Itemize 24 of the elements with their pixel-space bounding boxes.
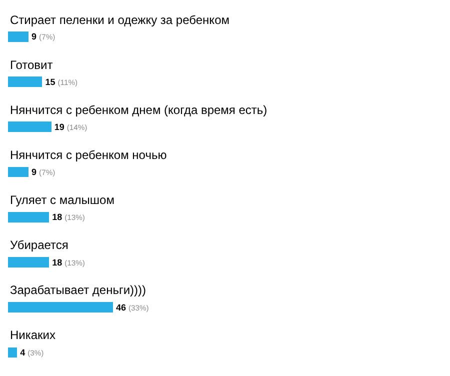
bar <box>8 166 29 178</box>
y-tick-label: Зарабатывает деньги)))) <box>10 283 146 297</box>
data-label: 19 (14%) <box>54 122 88 132</box>
bar <box>8 347 18 358</box>
y-tick-label: Гуляет с малышом <box>10 193 114 207</box>
y-tick-label: Готовит <box>10 58 54 72</box>
bar <box>8 257 50 268</box>
bar <box>8 302 113 312</box>
bar <box>8 31 29 42</box>
y-tick-label: Нянчится с ребенком днем (когда время есть) <box>10 103 268 117</box>
bar <box>8 76 42 87</box>
data-label: 9 (7%) <box>32 32 56 42</box>
y-tick-label: Стирает пеленки и одежку за ребенком <box>10 13 230 27</box>
data-label: 46 (33%) <box>116 302 150 312</box>
data-label: 9 (7%) <box>32 167 56 178</box>
y-tick-label: Убирается <box>10 238 68 252</box>
data-label: 18 (13%) <box>52 212 86 222</box>
data-label: 4 (3%) <box>20 348 44 358</box>
data-label: 18 (13%) <box>52 257 86 268</box>
bar <box>8 212 50 222</box>
y-tick-label: Нянчится с ребенком ночью <box>10 148 167 162</box>
bar <box>8 122 52 132</box>
y-tick-label: Никаких <box>10 328 56 342</box>
data-label: 15 (11%) <box>45 76 78 87</box>
